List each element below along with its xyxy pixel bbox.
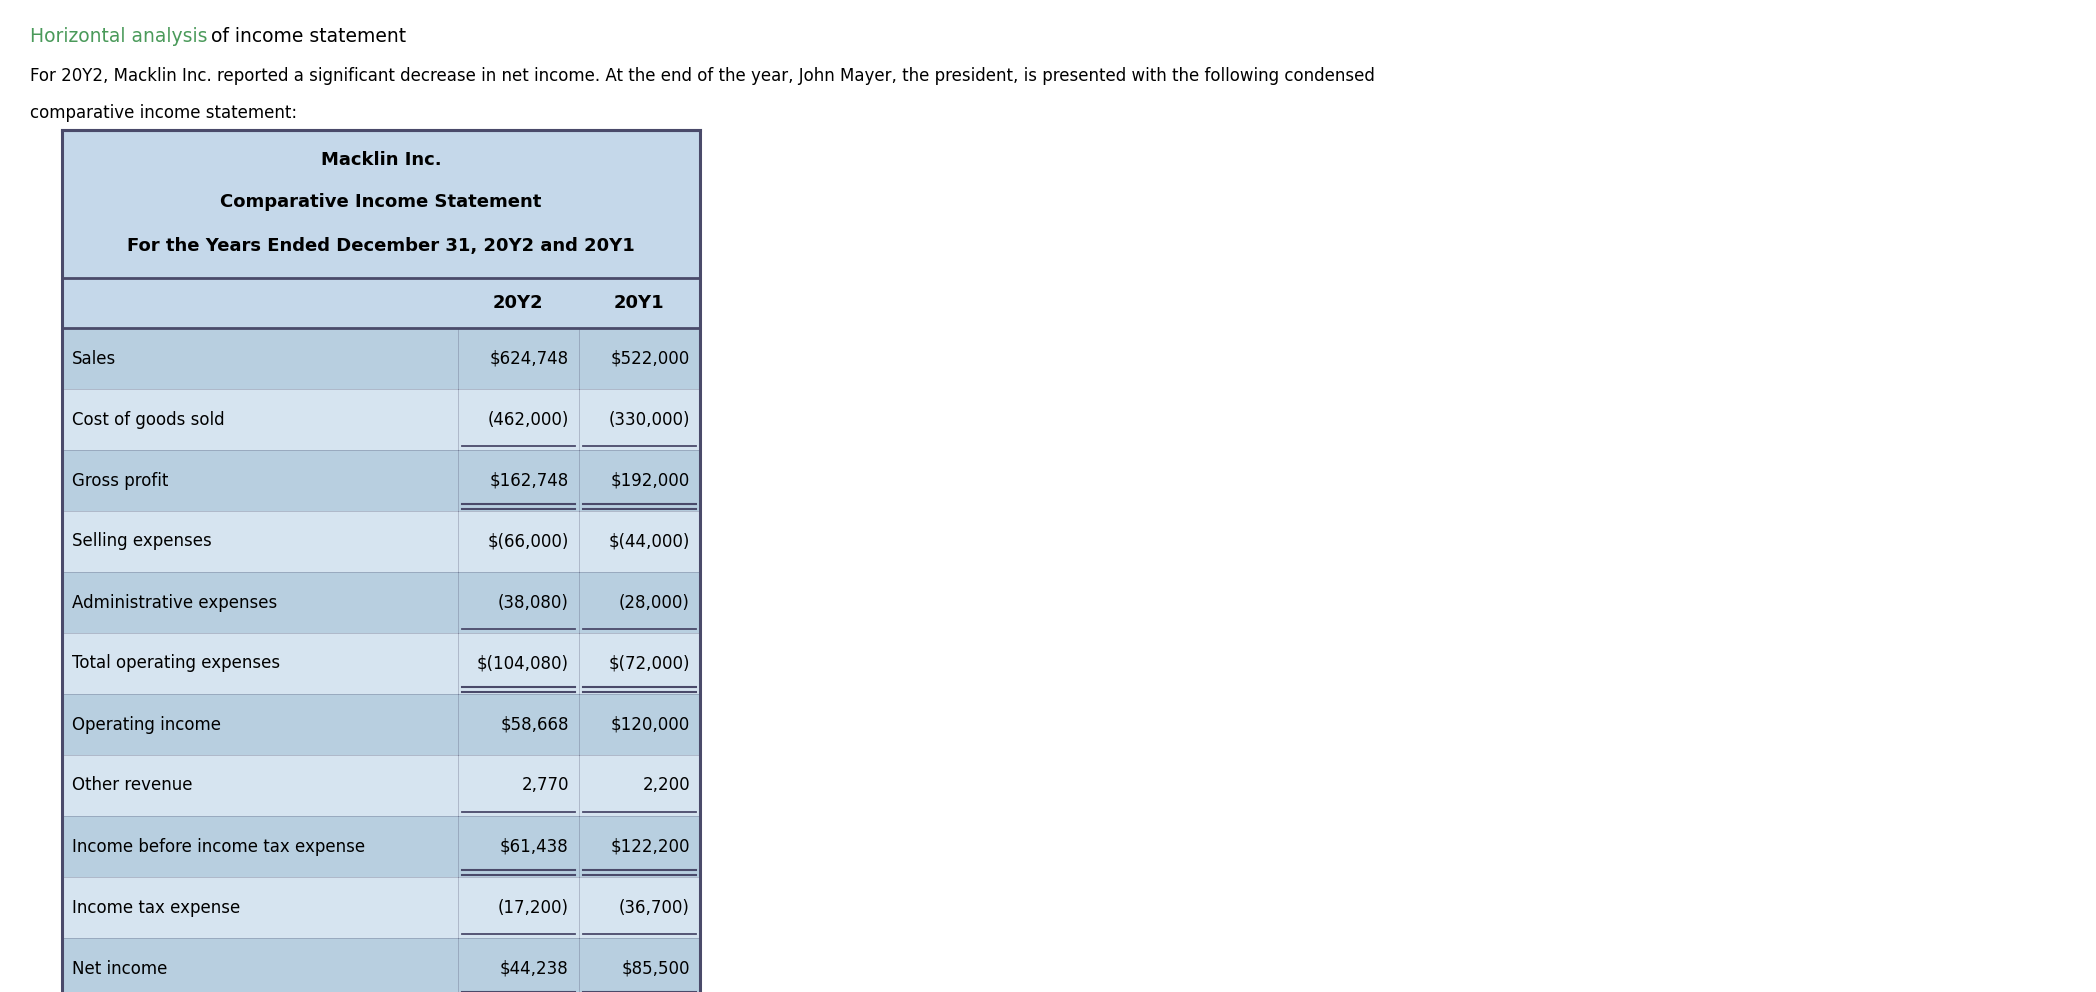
Text: For 20Y2, Macklin Inc. reported a significant decrease in net income. At the end: For 20Y2, Macklin Inc. reported a signif… — [29, 67, 1375, 85]
Text: 20Y1: 20Y1 — [614, 294, 664, 312]
Text: $122,200: $122,200 — [610, 837, 690, 855]
Bar — [63, 328, 700, 389]
Text: Macklin Inc.: Macklin Inc. — [321, 151, 442, 169]
Text: Selling expenses: Selling expenses — [71, 533, 212, 551]
Text: $(66,000): $(66,000) — [488, 533, 568, 551]
Bar — [63, 130, 700, 992]
Bar — [63, 633, 700, 694]
Text: $162,748: $162,748 — [490, 471, 568, 489]
Text: Income tax expense: Income tax expense — [71, 899, 241, 917]
Text: (330,000): (330,000) — [608, 411, 690, 429]
Text: Administrative expenses: Administrative expenses — [71, 593, 277, 611]
Bar — [63, 511, 700, 572]
Bar — [63, 755, 700, 816]
Text: Income before income tax expense: Income before income tax expense — [71, 837, 365, 855]
Bar — [63, 938, 700, 992]
Text: $(44,000): $(44,000) — [608, 533, 690, 551]
Text: $58,668: $58,668 — [501, 715, 568, 733]
Text: For the Years Ended December 31, 20Y2 and 20Y1: For the Years Ended December 31, 20Y2 an… — [128, 237, 635, 255]
Text: Total operating expenses: Total operating expenses — [71, 655, 281, 673]
Text: (462,000): (462,000) — [488, 411, 568, 429]
Text: Gross profit: Gross profit — [71, 471, 168, 489]
Text: comparative income statement:: comparative income statement: — [29, 104, 298, 122]
Bar — [63, 694, 700, 755]
Bar — [63, 389, 700, 450]
Text: Sales: Sales — [71, 349, 115, 367]
Bar — [63, 877, 700, 938]
Text: $522,000: $522,000 — [610, 349, 690, 367]
Text: Net income: Net income — [71, 959, 168, 977]
Text: Operating income: Operating income — [71, 715, 220, 733]
Text: Other revenue: Other revenue — [71, 777, 193, 795]
Text: Comparative Income Statement: Comparative Income Statement — [220, 193, 541, 211]
Text: 2,200: 2,200 — [641, 777, 690, 795]
Text: (28,000): (28,000) — [618, 593, 690, 611]
Bar — [63, 450, 700, 511]
Text: $85,500: $85,500 — [623, 959, 690, 977]
Text: of income statement: of income statement — [205, 27, 407, 46]
Bar — [63, 278, 700, 328]
Text: $120,000: $120,000 — [610, 715, 690, 733]
Text: $624,748: $624,748 — [490, 349, 568, 367]
Bar — [63, 130, 700, 278]
Text: $192,000: $192,000 — [610, 471, 690, 489]
Text: Horizontal analysis: Horizontal analysis — [29, 27, 208, 46]
Text: 2,770: 2,770 — [522, 777, 568, 795]
Text: $61,438: $61,438 — [501, 837, 568, 855]
Text: (17,200): (17,200) — [497, 899, 568, 917]
Text: $(72,000): $(72,000) — [608, 655, 690, 673]
Text: $44,238: $44,238 — [501, 959, 568, 977]
Text: (36,700): (36,700) — [618, 899, 690, 917]
Bar — [63, 816, 700, 877]
Text: $(104,080): $(104,080) — [476, 655, 568, 673]
Text: 20Y2: 20Y2 — [493, 294, 543, 312]
Text: Cost of goods sold: Cost of goods sold — [71, 411, 224, 429]
Bar — [63, 572, 700, 633]
Text: (38,080): (38,080) — [499, 593, 568, 611]
